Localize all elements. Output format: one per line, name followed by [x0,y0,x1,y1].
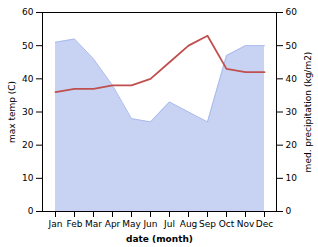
svg-text:Mar: Mar [85,219,102,229]
svg-text:date (month): date (month) [126,234,193,244]
svg-text:Nov: Nov [237,219,255,229]
svg-text:Jan: Jan [48,219,63,229]
svg-text:60: 60 [22,7,34,17]
svg-text:max temp (C): max temp (C) [7,81,17,143]
svg-text:40: 40 [286,74,298,84]
svg-text:0: 0 [286,206,292,216]
svg-text:20: 20 [286,140,298,150]
svg-text:60: 60 [286,7,298,17]
svg-text:Dec: Dec [256,219,273,229]
svg-text:Feb: Feb [67,219,83,229]
svg-text:40: 40 [22,74,34,84]
svg-text:med. precipitation (kg/m2): med. precipitation (kg/m2) [303,52,313,173]
svg-text:Jul: Jul [163,219,175,229]
svg-text:Jun: Jun [142,219,157,229]
svg-text:50: 50 [22,41,34,51]
svg-text:Sep: Sep [199,219,216,229]
svg-text:30: 30 [22,107,34,117]
svg-text:Aug: Aug [180,219,198,229]
svg-text:May: May [122,219,141,229]
svg-text:50: 50 [286,41,298,51]
svg-text:Apr: Apr [105,219,121,229]
svg-text:10: 10 [22,173,34,183]
svg-text:Oct: Oct [219,219,235,229]
svg-text:30: 30 [286,107,298,117]
svg-text:0: 0 [28,206,34,216]
svg-text:20: 20 [22,140,34,150]
svg-text:10: 10 [286,173,298,183]
